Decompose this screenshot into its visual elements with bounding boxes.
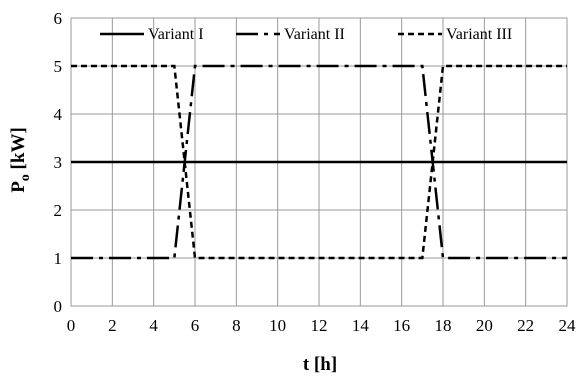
x-tick-label: 22 [517, 316, 534, 335]
y-tick-label: 5 [54, 57, 63, 76]
x-tick-label: 16 [393, 316, 410, 335]
x-tick-label: 20 [476, 316, 493, 335]
y-tick-label: 2 [54, 201, 63, 220]
y-axis-title-subscript: o [18, 174, 33, 181]
legend-label-variant-3: Variant III [446, 26, 512, 43]
x-tick-label: 4 [149, 316, 158, 335]
x-tick-label: 24 [559, 316, 577, 335]
y-axis-title: Po [kW] [8, 127, 33, 193]
y-tick-label: 6 [54, 9, 63, 28]
legend-label-variant-1: Variant I [148, 26, 204, 43]
x-tick-label: 10 [269, 316, 286, 335]
y-tick-label: 4 [54, 105, 63, 124]
x-axis-title: t [h] [303, 354, 337, 375]
x-axis-ticks: 0 2 4 6 8 10 12 14 16 18 20 22 24 [67, 316, 576, 335]
x-tick-label: 6 [191, 316, 200, 335]
y-axis-ticks: 0 1 2 3 4 5 6 [54, 9, 63, 316]
x-tick-label: 12 [311, 316, 328, 335]
x-tick-label: 8 [232, 316, 241, 335]
series-line-variant-3 [71, 64, 567, 260]
x-tick-label: 14 [352, 316, 370, 335]
y-axis-title-main: P [8, 181, 29, 193]
x-tick-label: 2 [108, 316, 117, 335]
y-tick-label: 0 [54, 297, 63, 316]
series-layer [71, 64, 567, 260]
legend-label-variant-2: Variant II [284, 26, 345, 43]
y-axis-title-unit: [kW] [8, 127, 29, 174]
legend: Variant I Variant II Variant III [100, 26, 512, 43]
series-line-variant-2 [71, 64, 567, 260]
x-tick-label: 0 [67, 316, 76, 335]
y-tick-label: 1 [54, 249, 63, 268]
x-tick-label: 18 [435, 316, 452, 335]
y-tick-label: 3 [54, 153, 63, 172]
